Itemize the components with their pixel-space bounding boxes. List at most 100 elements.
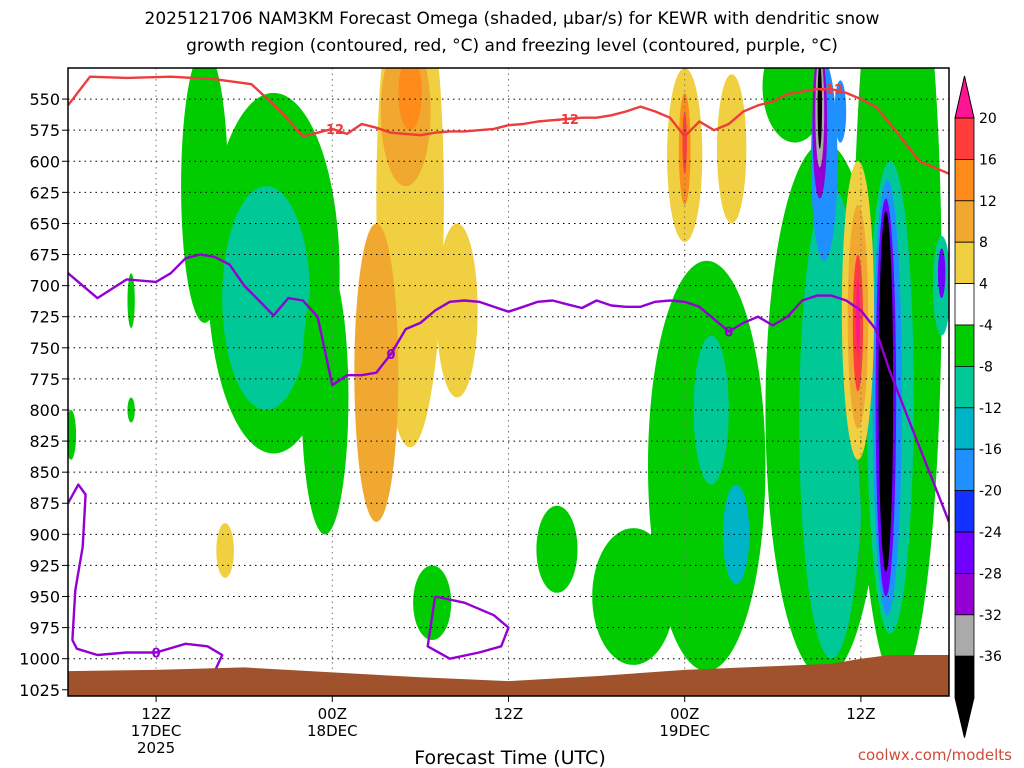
chart-title-line1: 2025121706 NAM3KM Forecast Omega (shaded… [145,9,880,29]
y-tick-label-675: 675 [29,246,60,265]
freezing-contour-low-line [68,483,224,672]
colorbar-label-9: -20 [979,484,1002,500]
x-tick-label-6-2: 17DEC [131,722,182,740]
ground-layer [68,655,949,696]
omega-region-5 [127,397,135,423]
colorbar-swatch-7 [954,407,975,450]
y-tick-label-1000: 1000 [19,650,60,669]
colorbar: 20 16 12 8 4 -4 -8 -12 -16 -20 -24 -28 -32 -36 [954,75,1002,738]
omega-region-10 [592,528,675,665]
y-tick-label-550: 550 [29,90,60,109]
chart-title-line2: growth region (contoured, red, °C) and f… [186,36,838,56]
colorbar-label-7: -12 [979,401,1002,417]
omega-region-41 [856,279,860,355]
x-tick-label-42-2: 19DEC [659,722,710,740]
omega-region-6 [68,409,77,460]
omega-region-2 [222,186,311,410]
x-tick-label-18-2: 18DEC [307,722,358,740]
colorbar-label-12: -32 [979,608,1002,624]
omega-region-11 [693,335,729,485]
colorbar-label-11: -28 [979,566,1002,582]
x-tick-label-54-1: 12Z [846,705,875,723]
colorbar-swatch-12 [954,614,975,657]
y-tick-label-875: 875 [29,494,60,513]
x-tick-label-18-1: 00Z [318,705,347,723]
omega-region-19 [817,68,822,149]
omega-region-25 [878,211,894,572]
y-tick-label-925: 925 [29,556,60,575]
colorbar-swatch-0 [954,117,975,160]
freezing-contour-line [68,253,949,523]
dgz-contour-line [68,75,949,175]
dgz-contour-line-label-1: -12 [555,113,579,128]
colorbar-swatch-2 [954,200,975,243]
y-tick-label-950: 950 [29,588,60,607]
ground-terrain [68,655,949,696]
omega-region-3 [301,260,349,535]
y-tick-label-850: 850 [29,463,60,482]
colorbar-label-1: 16 [979,152,997,168]
y-tick-label-725: 725 [29,308,60,327]
omega-region-7 [413,565,452,641]
omega-region-12 [722,484,750,585]
colorbar-swatch-6 [954,365,975,409]
x-tick-label-6-3: 2025 [137,739,175,757]
grid-layer [68,68,949,696]
omega-region-33 [216,523,234,578]
colorbar-bottom-arrow [954,697,975,738]
dgz-contour-line-label-2: -12 [820,83,844,98]
x-tick-label-30-1: 12Z [494,705,523,723]
y-tick-label-700: 700 [29,277,60,296]
freezing-contour-line-label-1: 0 [724,326,733,341]
y-tick-label-775: 775 [29,370,60,389]
colorbar-swatch-8 [954,448,975,492]
colorbar-swatch-10 [954,531,975,574]
colorbar-label-2: 12 [979,194,997,210]
omega-region-27 [937,248,946,299]
freezing-contour-low-line-label-0: 0 [152,646,161,661]
omega-shading-layer [68,68,949,684]
y-tick-label-650: 650 [29,214,60,233]
colorbar-swatch-5 [954,324,975,367]
colorbar-label-4: 4 [979,277,988,293]
x-axis-title: Forecast Time (UTC) [414,747,605,768]
colorbar-swatch-4 [954,283,975,326]
colorbar-swatch-9 [954,490,975,533]
dgz-contour-line-label-0: -12 [321,123,345,138]
y-tick-label-625: 625 [29,183,60,202]
omega-region-8 [536,505,578,593]
omega-region-13 [762,68,828,143]
x-tick-label-6-1: 12Z [141,705,170,723]
omega-region-36 [682,111,687,174]
freezing-contour-line-label-0: 0 [387,348,396,363]
colorbar-label-13: -36 [979,649,1002,665]
colorbar-label-6: -8 [979,359,993,375]
freezing-contour-loop-line [426,595,510,660]
omega-region-32 [436,223,478,398]
y-tick-label-800: 800 [29,401,60,420]
colorbar-label-3: 8 [979,235,988,251]
contour-layer: -12 -12 -12 0 0 0 [68,75,949,672]
y-tick-label-600: 600 [29,152,60,171]
colorbar-swatch-1 [954,158,975,202]
colorbar-label-10: -24 [979,525,1002,541]
y-tick-label-575: 575 [29,121,60,140]
omega-region-37 [717,74,747,224]
y-tick-label-900: 900 [29,525,60,544]
colorbar-swatch-3 [954,241,975,284]
omega-region-20 [834,80,847,143]
y-tick-label-825: 825 [29,432,60,451]
colorbar-label-8: -16 [979,442,1002,458]
y-tick-label-750: 750 [29,339,60,358]
y-tick-label-1025: 1025 [19,681,60,700]
colorbar-label-0: 20 [979,111,997,127]
y-tick-label-975: 975 [29,619,60,638]
y-axis: 550 575 600 625 650 675 700 725 750 775 800 825 850 8… [19,90,68,700]
x-tick-label-42-1: 00Z [670,705,699,723]
credit-text: coolwx.com/modelts [858,746,1012,764]
colorbar-label-5: -4 [979,318,993,334]
colorbar-swatch-11 [954,573,975,616]
omega-region-4 [127,273,135,328]
